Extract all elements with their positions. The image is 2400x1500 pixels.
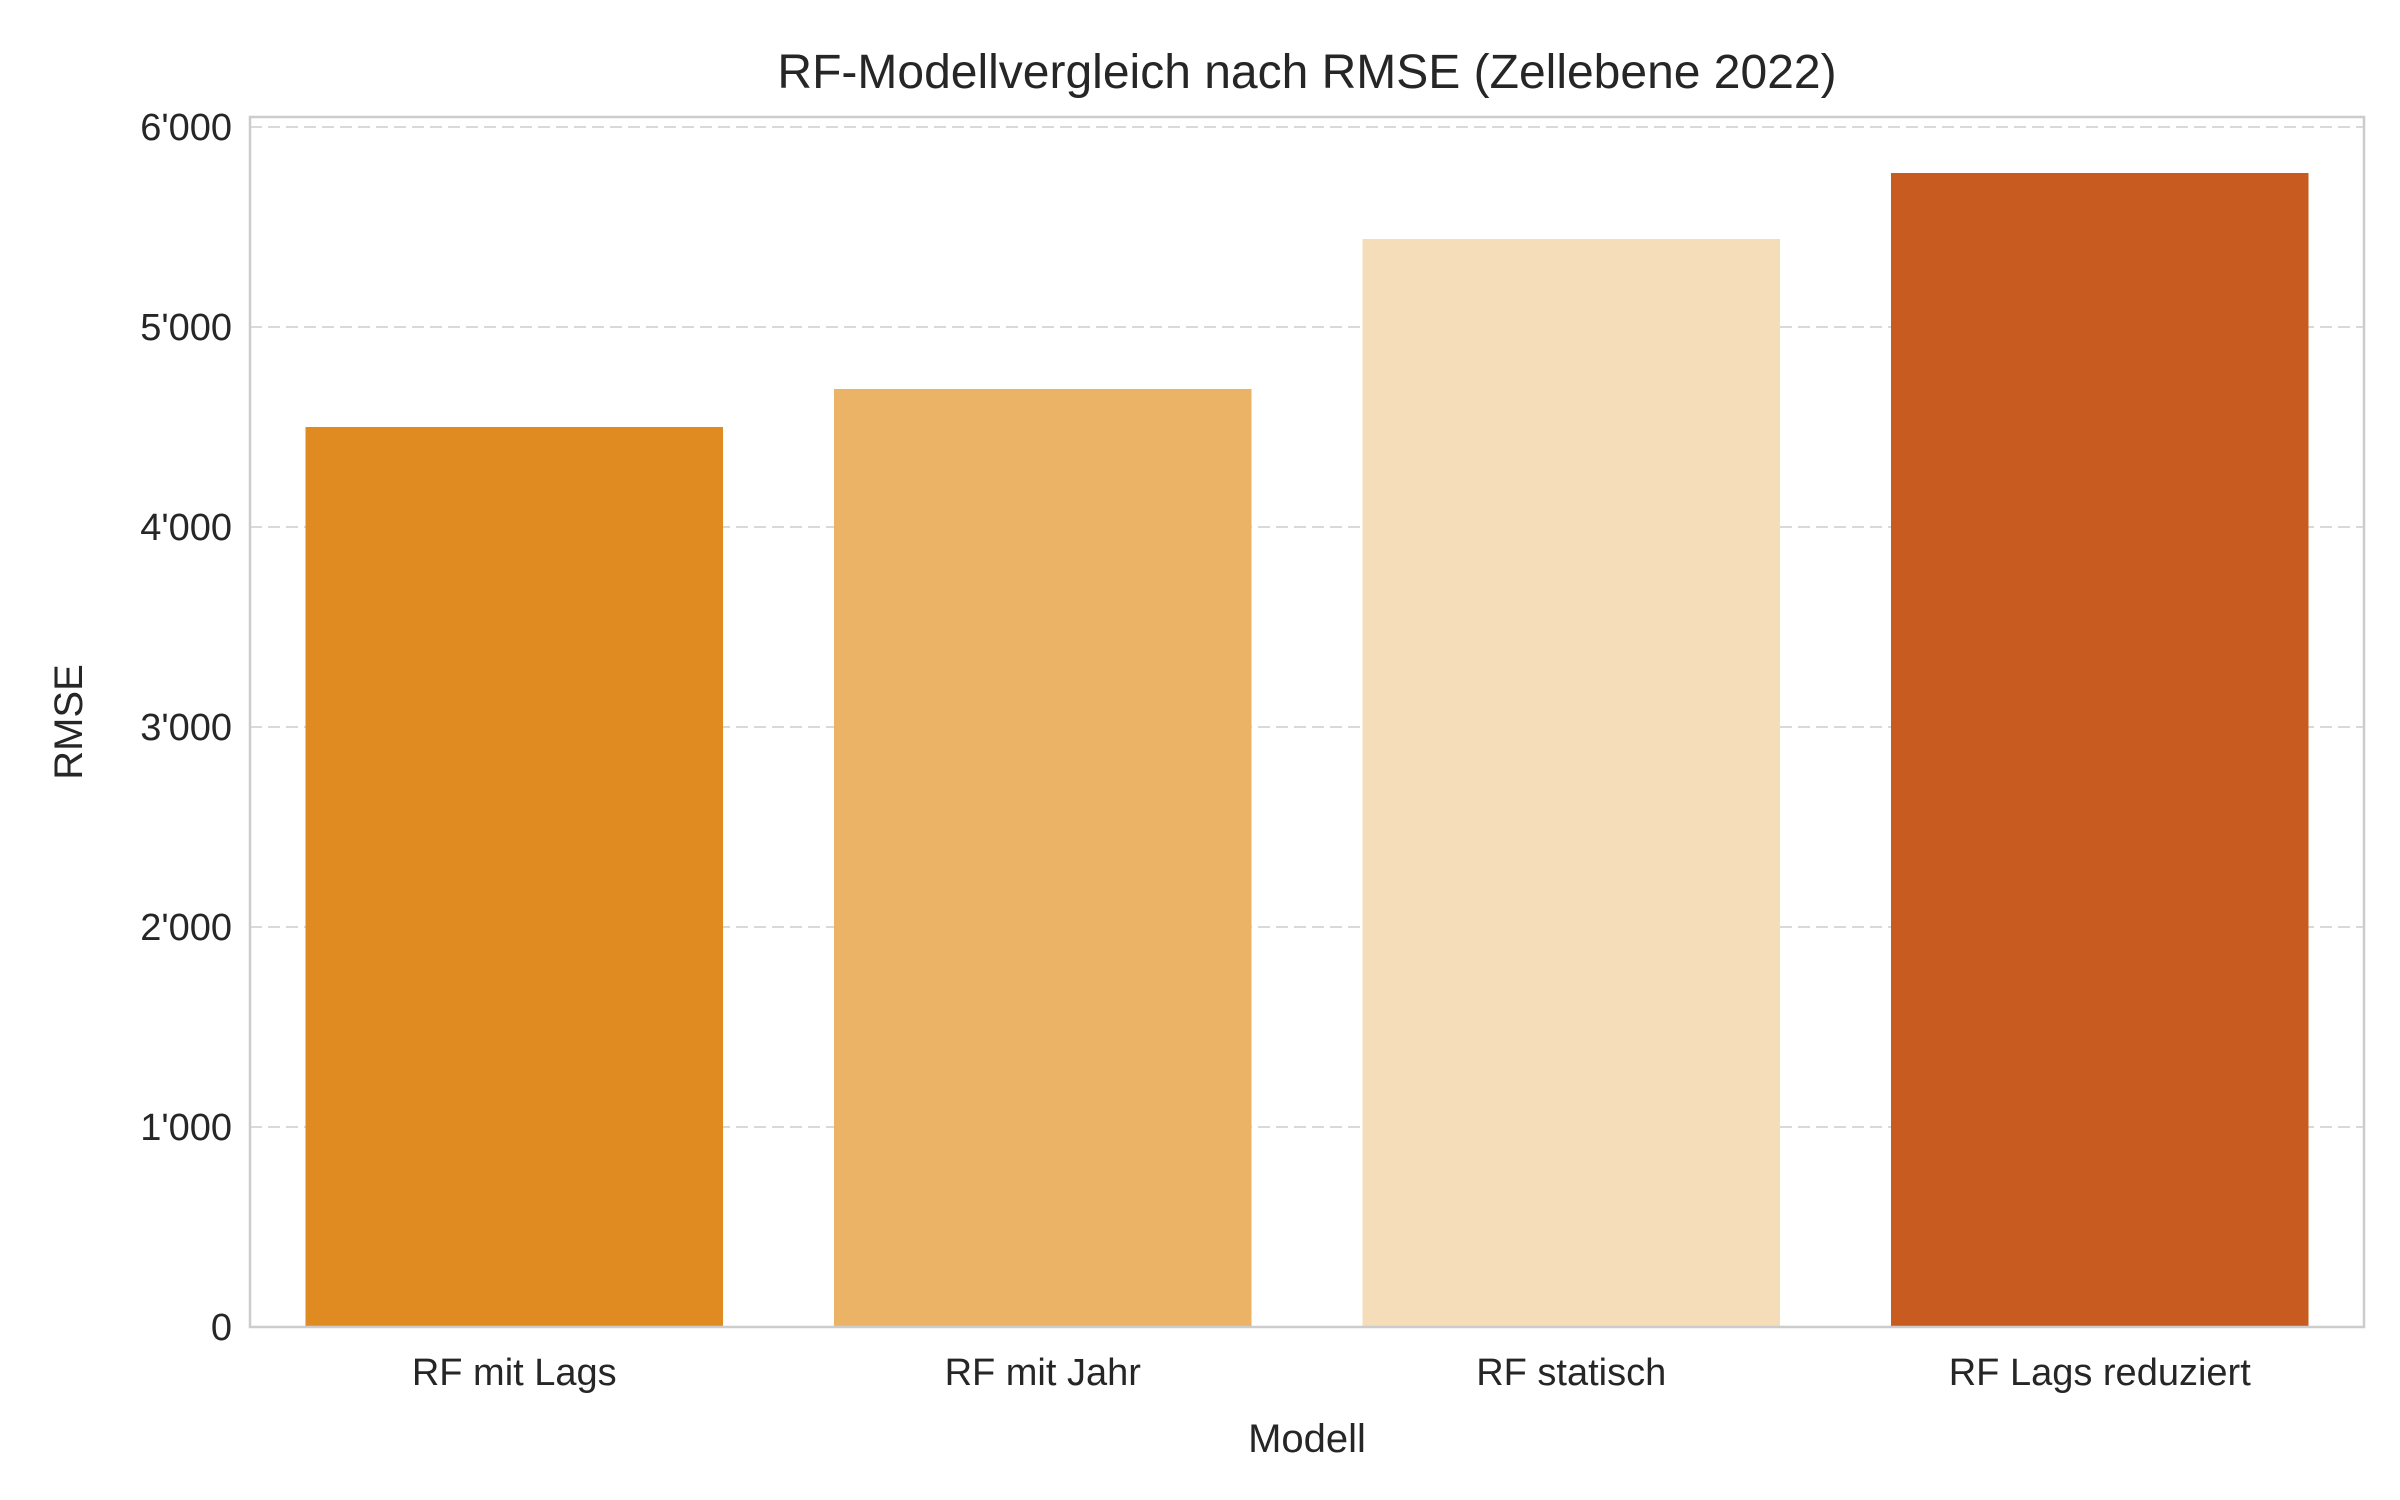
y-tick-label: 2'000 [140,907,232,949]
plot-frame [248,115,2366,1329]
x-tick-label: RF mit Jahr [945,1352,1142,1394]
y-tick-labels: 0 1'000 2'000 3'000 4'000 5'000 6'000 [140,107,232,1349]
bar [305,427,724,1327]
bar [833,389,1252,1327]
x-tick-labels: RF mit Lags RF mit Jahr RF statisch RF Lags… [412,1352,2251,1394]
y-tick-label: 1'000 [140,1107,232,1149]
x-axis-label: Modell [1248,1417,1366,1461]
y-tick-label: 4'000 [140,507,232,549]
y-tick-label: 3'000 [140,707,232,749]
bar [1890,173,2309,1327]
x-tick-label: RF mit Lags [412,1352,617,1394]
y-tick-label: 6'000 [140,107,232,149]
x-tick-label: RF statisch [1476,1352,1666,1394]
bar [1362,239,1781,1327]
x-tick-label: RF Lags reduziert [1949,1352,2251,1394]
y-axis-label: RMSE [47,664,91,780]
bars [305,173,2309,1327]
y-tick-label: 5'000 [140,307,232,349]
chart-title: RF-Modellvergleich nach RMSE (Zellebene … [777,46,1836,99]
y-tick-label: 0 [211,1307,232,1349]
